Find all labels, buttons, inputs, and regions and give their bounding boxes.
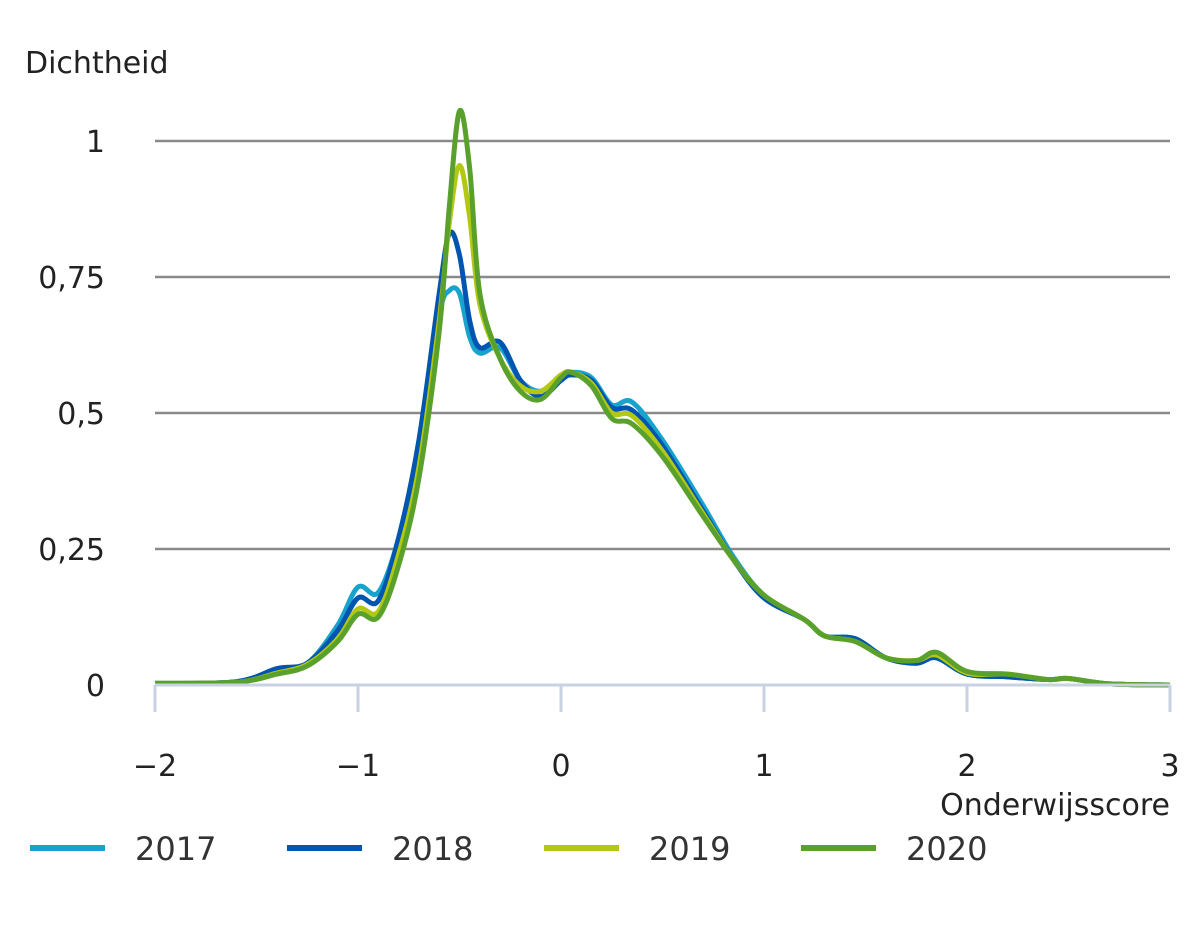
x-tick-label: −2 — [133, 749, 177, 784]
y-tick-label: 1 — [86, 125, 105, 160]
legend-label-2019: 2019 — [649, 830, 730, 868]
legend-label-2017: 2017 — [135, 830, 216, 868]
y-tick-label: 0,75 — [38, 261, 105, 296]
series-line-2020 — [154, 107, 1171, 688]
series-line-2018 — [154, 229, 1171, 688]
legend-label-2018: 2018 — [392, 830, 473, 868]
x-tick-label: 3 — [1160, 749, 1179, 784]
gridlines: 0 0,25 0,5 0,75 1 — [38, 125, 1170, 704]
series-line-2019 — [154, 162, 1171, 688]
series-lines — [154, 107, 1171, 688]
x-tick-label: 1 — [754, 749, 773, 784]
y-tick-label: 0,5 — [57, 397, 105, 432]
y-tick-label: 0,25 — [38, 533, 105, 568]
y-tick-label: 0 — [86, 669, 105, 704]
x-axis: −2 −1 0 1 2 3 — [133, 683, 1180, 784]
y-axis-label: Dichtheid — [25, 46, 169, 81]
legend-label-2020: 2020 — [906, 830, 987, 868]
legend: 2017 2018 2019 2020 — [30, 830, 987, 868]
series-line-2017 — [154, 285, 1171, 688]
x-tick-label: −1 — [336, 749, 380, 784]
x-tick-label: 2 — [957, 749, 976, 784]
x-tick-label: 0 — [551, 749, 570, 784]
x-axis-label: Onderwijsscore — [940, 788, 1170, 823]
